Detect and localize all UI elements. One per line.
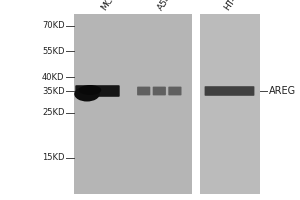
Ellipse shape (74, 86, 100, 102)
FancyBboxPatch shape (168, 87, 182, 95)
Bar (74, 14, 192, 194)
Text: 15KD: 15KD (42, 154, 64, 162)
Text: 25KD: 25KD (42, 108, 64, 117)
FancyBboxPatch shape (75, 85, 120, 97)
FancyBboxPatch shape (205, 86, 254, 96)
Text: AREG: AREG (268, 86, 296, 96)
Ellipse shape (79, 85, 101, 95)
Text: 35KD: 35KD (42, 86, 64, 96)
Text: 55KD: 55KD (42, 46, 64, 55)
Text: A549: A549 (156, 0, 177, 12)
Text: 70KD: 70KD (42, 21, 64, 30)
Text: MCF-7: MCF-7 (99, 0, 123, 12)
Text: HT-29: HT-29 (222, 0, 244, 12)
FancyBboxPatch shape (137, 87, 150, 95)
FancyBboxPatch shape (153, 87, 166, 95)
Bar (200, 14, 260, 194)
Text: 40KD: 40KD (42, 72, 64, 82)
